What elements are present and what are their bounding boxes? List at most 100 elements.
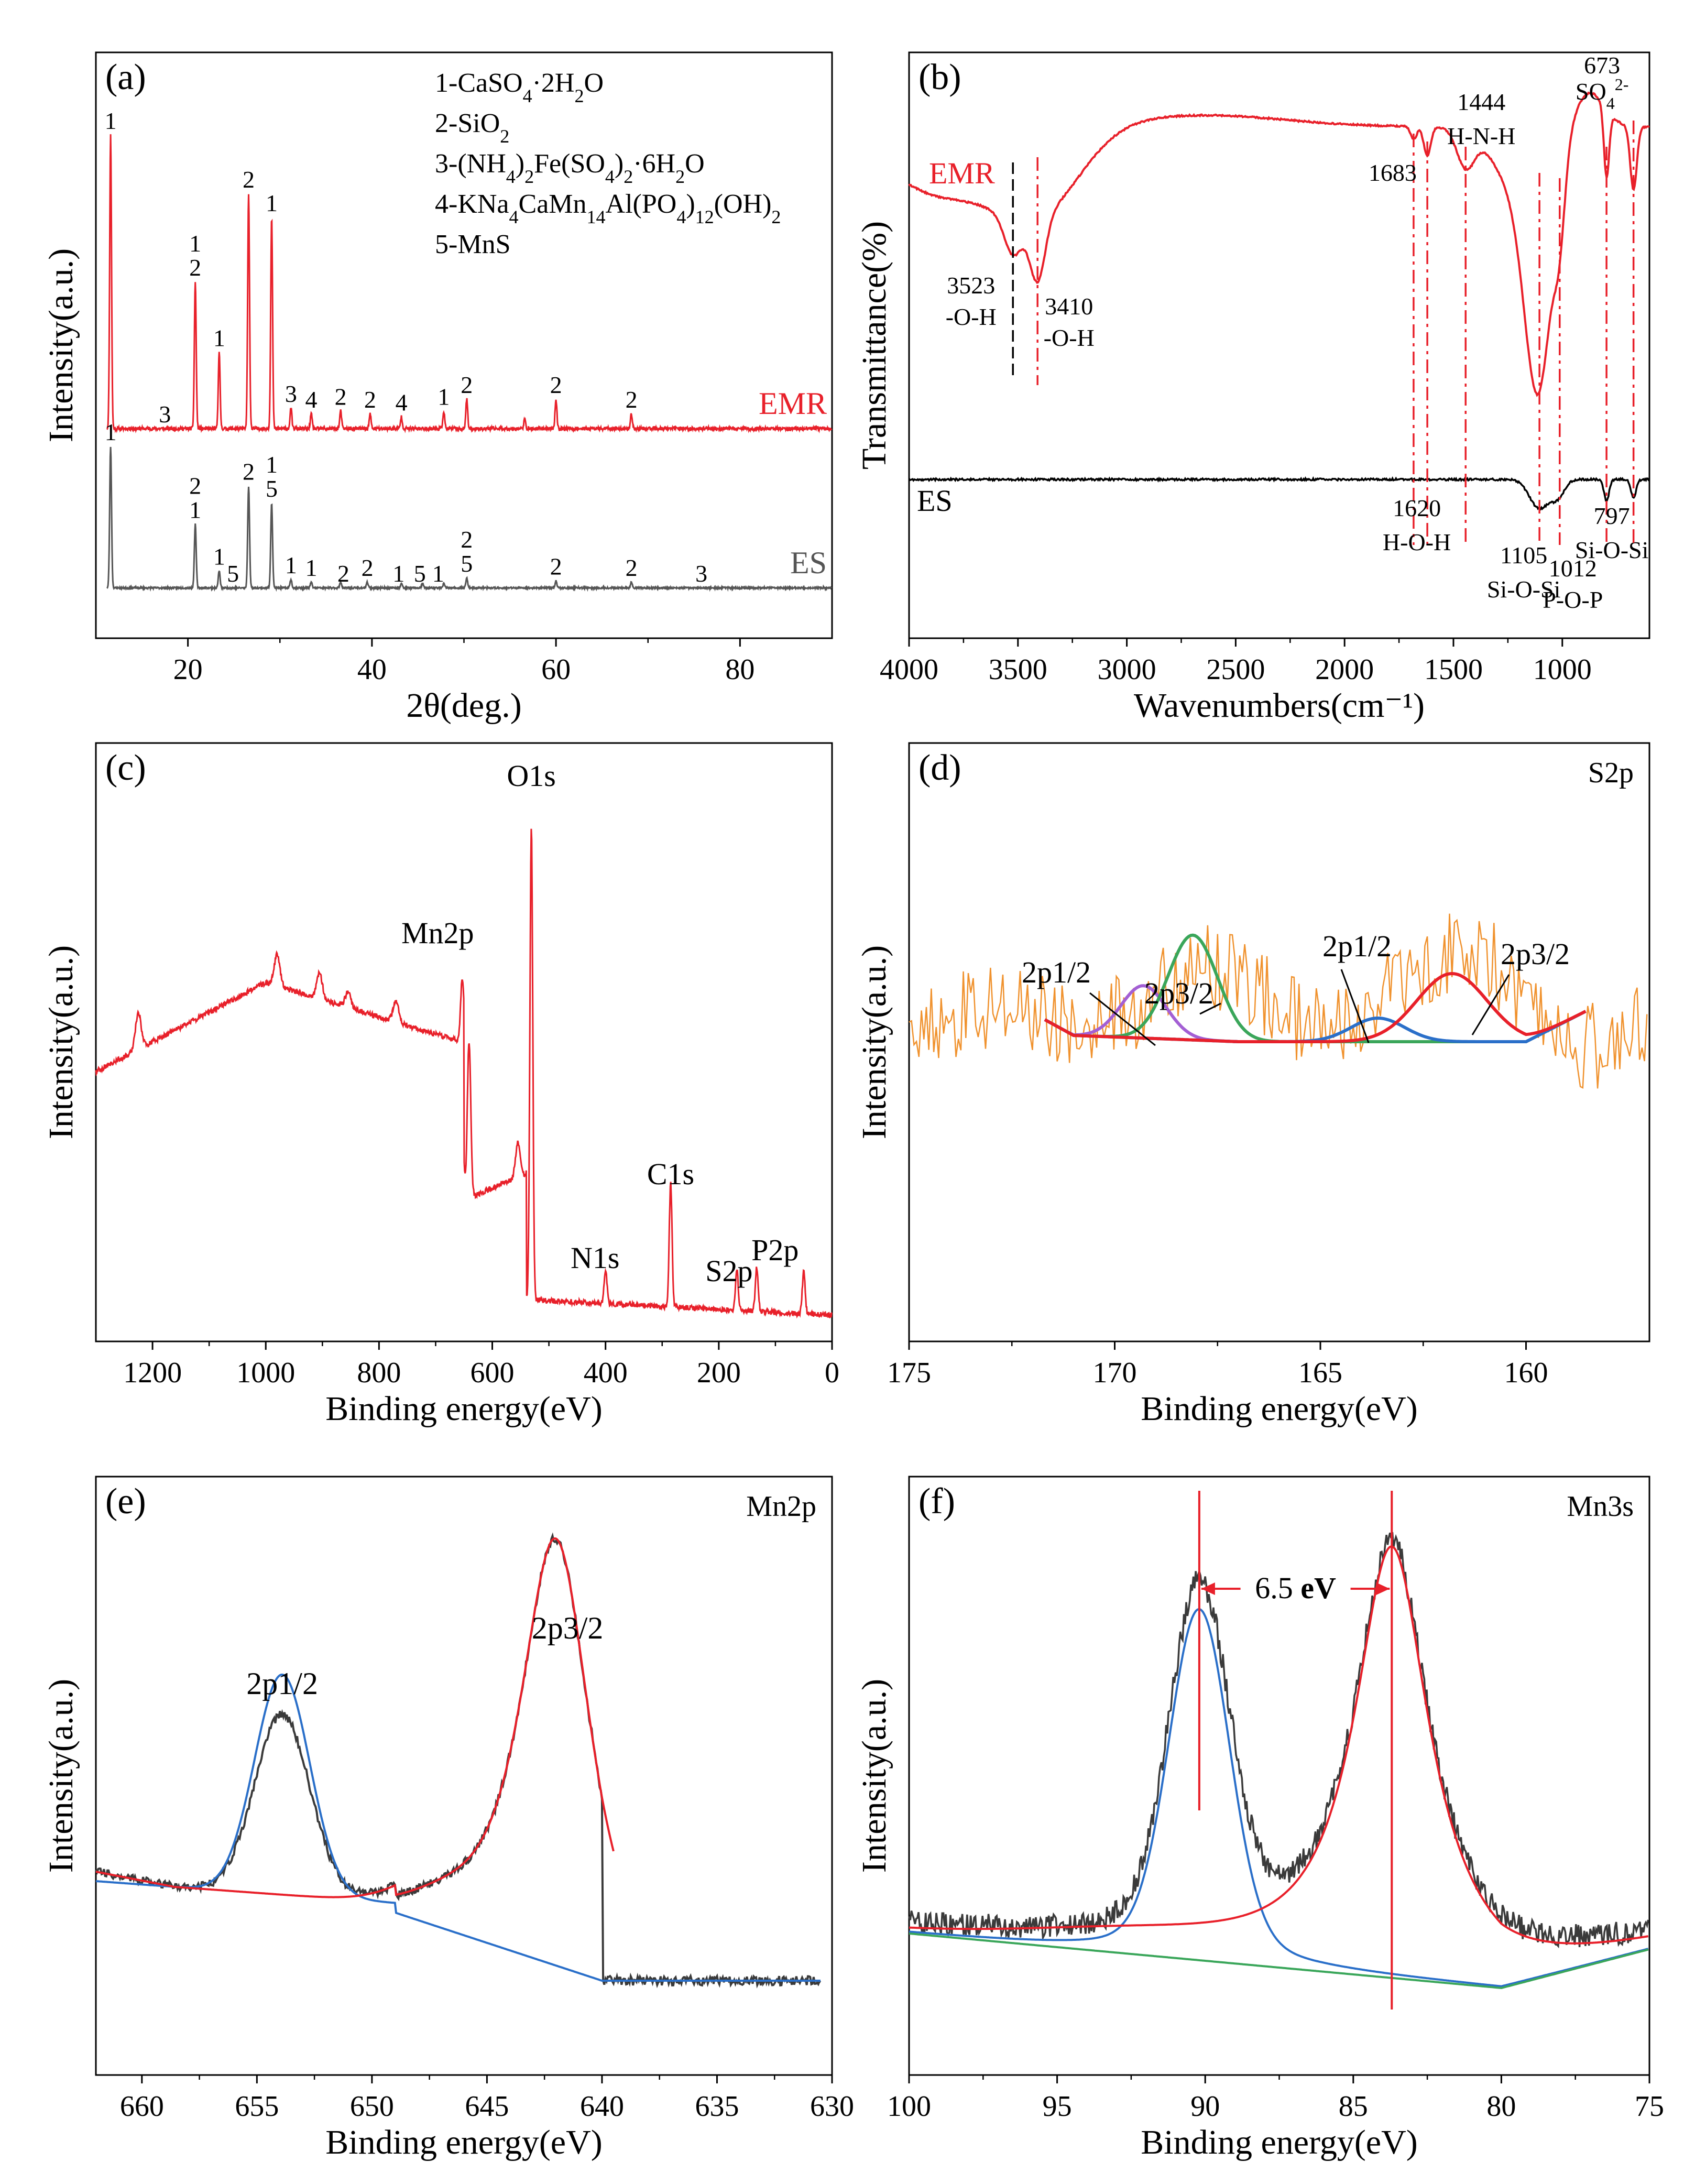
panel-b-xtick-label: 1000 <box>1533 653 1592 686</box>
panel-a-peak-label-EMR: 4 <box>396 389 408 416</box>
panel-f-ylabel: Intensity(a.u.) <box>855 1679 893 1873</box>
panel-c-xtick-label: 600 <box>471 1357 515 1389</box>
panel-f-splitting-label: 6.5 eV <box>1255 1571 1336 1605</box>
panel-f-xlabel: Binding energy(eV) <box>1141 2123 1417 2161</box>
panel-e-xtick-label: 655 <box>235 2090 279 2123</box>
panel-b-annotation-label: 3523 <box>947 272 995 299</box>
panel-b-xtick-label: 2000 <box>1315 653 1374 686</box>
panel-b-xlabel: Wavenumbers(cm⁻¹) <box>1134 686 1425 725</box>
panel-c-xtick-label: 400 <box>584 1357 628 1389</box>
panel-a-peak-label-EMR: 2 <box>364 386 376 413</box>
panel-c-xtick-label: 1200 <box>123 1357 182 1389</box>
panel-f-label: (f) <box>918 1481 955 1522</box>
panel-a-legend-entry: 5-MnS <box>435 230 510 259</box>
panel-f-frame: 100 95 90 85 80 75 Binding energy(eV) Intensity… <box>855 1476 1664 2161</box>
panel-d-component-label: 2p1/2 <box>1022 955 1091 989</box>
panel-a-series-EMR <box>106 134 833 434</box>
panel-c-xtick-label: 1000 <box>236 1357 295 1389</box>
panel-d-label-arrow <box>1089 992 1156 1046</box>
panel-a-peak-label-ES: 2 <box>243 458 255 485</box>
panel-e-series-raw <box>95 1532 822 1989</box>
panel-b-label: (b) <box>918 57 961 97</box>
panel-a-peak-label-EMR: 2 <box>189 254 201 281</box>
panel-d-axes-box <box>908 742 1650 1342</box>
panel-e-peak-label: 2p1/2 <box>246 1666 318 1701</box>
panel-f-title: Mn3s <box>1567 1490 1634 1523</box>
panel-f-fit-84 <box>909 1545 1649 1945</box>
panel-e-xtick-label: 660 <box>120 2090 164 2123</box>
panel-b-annotation-label: 1620 <box>1393 495 1441 521</box>
panel-a-peak-label-EMR: 2 <box>335 383 347 410</box>
panel-a-series-ES <box>106 446 833 592</box>
panel-c-xtick-label: 0 <box>825 1357 839 1389</box>
panel-a-peak-label-ES: 1 <box>392 560 404 587</box>
panel-a-peak-label-ES: 1 <box>105 419 117 445</box>
panel-b-annotation-label: 3410 <box>1045 293 1093 320</box>
panel-b-axes-box <box>908 51 1650 639</box>
panel-d-xtick-label: 165 <box>1298 1357 1342 1389</box>
panel-c-peak-label-O1s: O1s <box>507 759 555 793</box>
panel-e-fit-2p1-2 <box>95 1673 821 1982</box>
panel-c-peak-label-N1s: N1s <box>571 1241 619 1275</box>
panel-a-peak-label-ES: 2 <box>337 560 349 587</box>
panel-d-xtick-label: 160 <box>1504 1357 1548 1389</box>
panel-c-axes-box <box>95 742 833 1342</box>
panel-d-label-arrow <box>1340 969 1370 1043</box>
panel-f-splitting-label-bg <box>1240 1571 1351 1602</box>
panel-a-series-label-EMR: EMR <box>759 386 827 421</box>
panel-f-arrowhead <box>1201 1582 1215 1595</box>
panel-c-ylabel: Intensity(a.u.) <box>42 945 80 1139</box>
panel-a-xtick-label: 60 <box>541 653 571 686</box>
panel-b-xtick-label: 3500 <box>989 653 1047 686</box>
panel-e-ylabel: Intensity(a.u.) <box>42 1679 80 1873</box>
panel-b-xtick-label: 1500 <box>1424 653 1483 686</box>
panel-f-xtick-label: 85 <box>1339 2090 1368 2123</box>
panel-b-annotation-label: Si-O-Si <box>1487 576 1561 603</box>
panel-c-xtick-label: 200 <box>697 1357 741 1389</box>
panel-d-label-arrow <box>1199 1002 1221 1015</box>
panel-a-xtick-label: 40 <box>357 653 387 686</box>
panel-f-xtick-label: 100 <box>887 2090 931 2123</box>
panel-a-peak-label-ES: 2 <box>550 553 562 580</box>
panel-a-peak-label-ES: 5 <box>227 560 239 587</box>
panel-c-peak-label-Mn2p: Mn2p <box>401 916 474 950</box>
panel-e-xlabel: Binding energy(eV) <box>325 2123 602 2161</box>
panel-d-title: S2p <box>1588 757 1634 789</box>
panel-a-peak-label-ES: 2 <box>362 554 374 581</box>
panel-d-component-label: 2p1/2 <box>1322 929 1392 963</box>
panel-c-peak-label-C1s: C1s <box>647 1157 694 1191</box>
panel-a-xlabel: 2θ(deg.) <box>406 686 521 725</box>
panel-c-peak-label-S2p: S2p <box>705 1254 752 1288</box>
panel-a-xtick-label: 80 <box>725 653 754 686</box>
panel-a-peak-label-EMR: 2 <box>550 372 562 398</box>
panel-a-peak-label-ES: 2 <box>461 526 473 553</box>
panel-b-annotation-label: -O-H <box>1044 324 1095 351</box>
panel-b-annotation-label: 1105 <box>1500 542 1547 569</box>
panel-a-peak-label-ES: 5 <box>414 560 426 587</box>
panel-a-peak-label-EMR: 4 <box>305 386 317 413</box>
panel-c-peak-label-P2p: P2p <box>751 1233 799 1267</box>
panel-a-xtick-label: 20 <box>173 653 203 686</box>
panel-d-series-raw <box>909 913 1648 1089</box>
panel-a-peak-label-ES: 2 <box>626 554 638 581</box>
panel-b-series-ES <box>908 476 1650 511</box>
panel-b-annotation-label: H-N-H <box>1447 123 1515 149</box>
panel-a-peak-label-ES: 3 <box>695 560 707 587</box>
panel-a-peak-label-ES: 1 <box>432 560 444 587</box>
panel-e-xtick-label: 650 <box>350 2090 394 2123</box>
panel-e-xtick-label: 630 <box>810 2090 854 2123</box>
panel-a-peak-label-EMR: 1 <box>266 190 278 216</box>
panel-a-peak-label-EMR: 2 <box>461 372 473 398</box>
panel-b-annotation-label: P-O-P <box>1543 586 1603 613</box>
panel-b-annotation-label: Si-O-Si <box>1575 537 1649 563</box>
panel-f-axes-box <box>908 1476 1650 2076</box>
panel-a-series-label-ES: ES <box>790 545 827 580</box>
panel-a-peak-label-EMR: 1 <box>438 383 450 410</box>
panel-e-xtick-label: 640 <box>580 2090 624 2123</box>
panel-c-xtick-label: 800 <box>357 1357 401 1389</box>
panel-a-ylabel: Intensity(a.u.) <box>42 248 80 442</box>
panel-f-xtick-label: 80 <box>1486 2090 1516 2123</box>
panel-f-xtick-label: 95 <box>1043 2090 1072 2123</box>
panel-d-frame: 175 170 165 160 Binding energy(eV) Intensity(… <box>855 742 1650 1428</box>
panel-b-annotation-label: H-O-H <box>1383 529 1451 555</box>
